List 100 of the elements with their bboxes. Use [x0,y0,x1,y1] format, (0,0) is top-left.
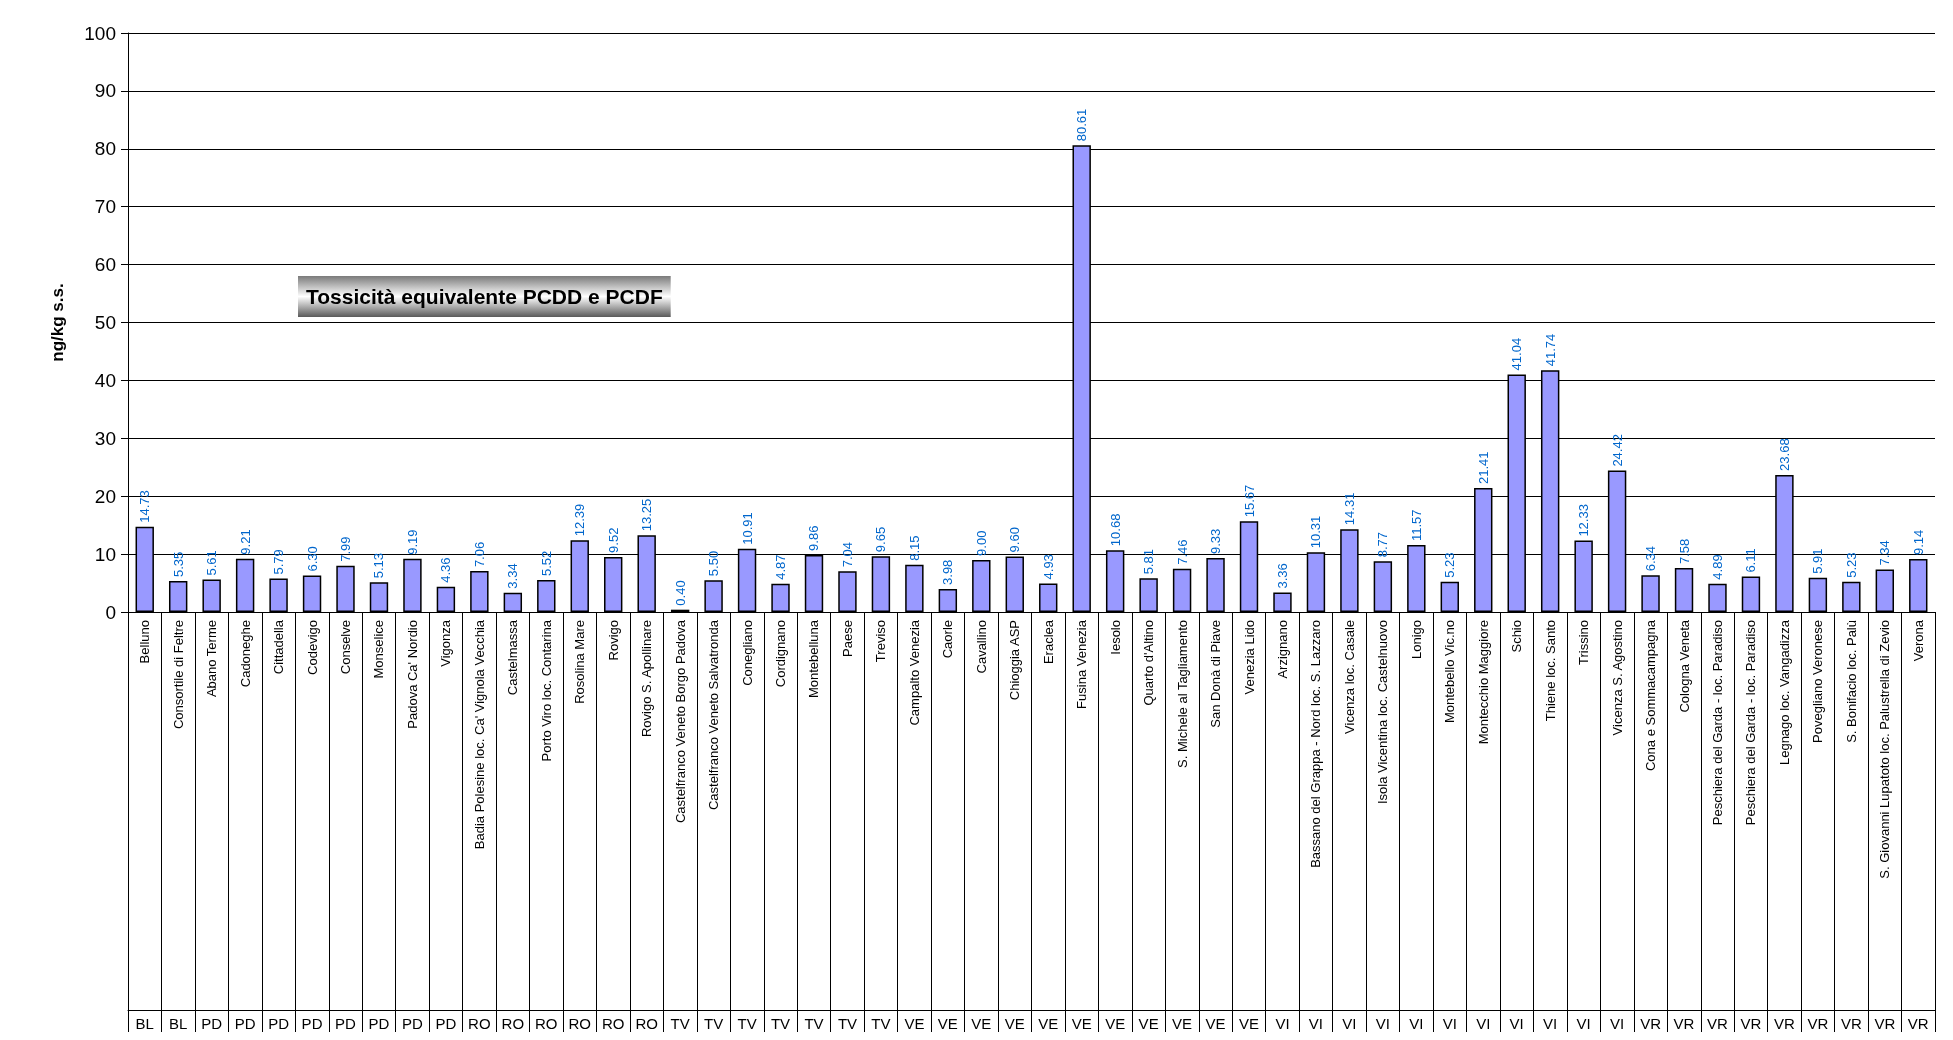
text: TV [804,1015,824,1032]
data-label: 5.61 [204,550,220,576]
data-label: 9.00 [973,530,989,556]
text: VR [1707,1015,1729,1032]
data-label: 6.30 [304,546,320,572]
text: VE [1239,1015,1260,1032]
y-tick-label: 50 [94,312,116,333]
x-tick-label: Peschiera del Garda - loc. Paradiso [1743,620,1759,826]
x-tick-label: Cadoneghe [237,620,253,688]
x-tick-label: Venezia Lido [1241,620,1257,695]
text: VE [1038,1015,1059,1032]
text: VR [1807,1015,1829,1032]
y-tick-label: 90 [94,80,116,102]
x-tick-label: Schio [1509,620,1525,653]
bar [202,579,221,612]
bar [1909,559,1928,612]
y-tick-label: 100 [84,22,116,44]
data-label: 12.33 [1576,504,1592,537]
x-tick-label: Campalto Venezia [906,619,922,726]
data-label: 14.73 [137,490,153,523]
x-tick-label: Conegliano [739,620,755,686]
data-label: 41.74 [1542,333,1558,367]
bar [403,558,422,612]
bar [302,575,322,612]
bar [1875,569,1895,612]
y-tick-label: 80 [94,138,116,160]
data-label: 4.87 [773,554,789,580]
text: VE [1205,1015,1226,1032]
data-label: 7.46 [1174,539,1190,565]
text: VE [1138,1015,1159,1032]
bar [1440,581,1459,612]
data-label: 5.81 [1141,549,1157,575]
data-label: 4.89 [1709,554,1725,580]
bar [1808,577,1828,612]
x-tick-label: Rovigo S. Apollinare [639,620,655,738]
text: VR [1773,1015,1795,1032]
data-label: 5.50 [706,550,722,577]
x-tick-label: Cona e Sommacampagna [1643,619,1659,772]
x-tick-label: Rovigo [605,620,621,661]
text: PD [201,1015,223,1032]
data-label: 7.06 [471,541,487,568]
bar [1206,557,1225,612]
text: VE [971,1015,992,1032]
data-label: 9.65 [873,526,889,553]
data-label: 21.41 [1475,451,1491,485]
bar [1674,568,1694,612]
y-tick-label: 40 [94,369,116,391]
text: TV [737,1015,757,1032]
data-label: 6.11 [1743,548,1759,573]
data-label: 7.04 [839,541,855,568]
bar [905,564,924,612]
bar [470,571,489,612]
data-label: 14.31 [1341,492,1357,526]
text: PD [301,1015,323,1032]
bar [1741,576,1761,612]
data-label: 15.67 [1241,484,1257,518]
data-label: 80.61 [1074,108,1090,142]
x-tick-label: Povegliano Veronese [1810,620,1826,743]
x-tick-label: Codevigo [304,620,320,675]
x-tick-label: Castelfranco Veneto Salvatronda [706,619,722,811]
bar [336,565,355,612]
text: TV [837,1015,858,1032]
data-label: 5.35 [170,551,186,578]
bar [972,559,991,612]
x-tick-label: Cordignano [773,620,789,688]
text: VR [1874,1015,1896,1032]
x-tick-label: Cologna Veneta [1676,619,1692,713]
x-tick-label: Rosolina Mare [572,620,588,704]
text: RO [468,1015,491,1032]
data-label: 6.34 [1643,545,1659,572]
bar [369,582,389,612]
bar [537,580,556,612]
text: RO [501,1015,525,1032]
text: PD [435,1015,457,1032]
text: TV [871,1015,891,1032]
text: VI [1442,1015,1457,1032]
text: RO [601,1015,625,1032]
x-tick-label: Abano Terme [204,620,220,698]
text: VR [1673,1015,1695,1032]
data-label: 41.04 [1509,337,1525,371]
text: VI [1543,1015,1558,1032]
x-tick-label: Vigonza [438,619,454,667]
x-tick-label: S. Giovanni Lupatoto loc. Palustrella di Zevio [1877,620,1893,879]
data-label: 4.93 [1040,554,1056,580]
text: VE [904,1015,925,1032]
x-tick-label: Castelfranco Veneto Borgo Padova [672,619,688,824]
bar [168,581,188,612]
y-tick-label: 10 [94,543,116,565]
bar [1139,578,1158,612]
y-tick-label: 70 [94,196,116,218]
data-label: 10.31 [1308,515,1324,549]
text: VI [1308,1015,1324,1032]
x-tick-label: Chioggia ASP [1007,620,1023,701]
data-label: 9.33 [1208,528,1224,554]
data-label: 5.52 [538,550,554,577]
bar [938,588,958,612]
data-label: 23.68 [1776,438,1792,471]
x-tick-label: Vicenza loc. Casale [1341,620,1357,734]
text: Tossicità equivalente PCDD e PCDF [306,285,663,308]
text: TV [770,1015,791,1032]
